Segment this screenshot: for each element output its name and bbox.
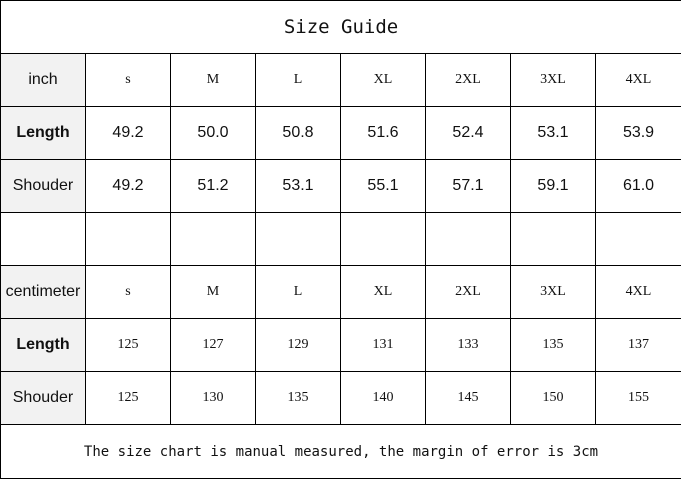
empty-cell: [594, 212, 681, 266]
length-value: 131: [340, 318, 426, 372]
shoulder-value: 145: [425, 371, 511, 425]
shoulder-value: 155: [594, 371, 681, 425]
empty-cell: [340, 212, 426, 266]
length-value: 137: [594, 318, 681, 372]
shoulder-value: 140: [340, 371, 426, 425]
size-cell: M: [170, 53, 256, 107]
shoulder-value: 125: [85, 371, 171, 425]
empty-cell: [510, 212, 596, 266]
size-cell: L: [255, 265, 341, 319]
row-label-shoulder: Shouder: [0, 159, 86, 213]
row-label-length: Length: [0, 106, 86, 160]
shoulder-value: 150: [510, 371, 596, 425]
shoulder-value: 61.0: [594, 159, 681, 213]
length-value: 125: [85, 318, 171, 372]
size-cell: 2XL: [425, 53, 511, 107]
size-cell: XL: [340, 265, 426, 319]
size-cell: 3XL: [510, 53, 596, 107]
length-value: 51.6: [340, 106, 426, 160]
size-cell: XL: [340, 53, 426, 107]
size-cell: s: [85, 53, 171, 107]
shoulder-value: 49.2: [85, 159, 171, 213]
size-cell: M: [170, 265, 256, 319]
size-cell: s: [85, 265, 171, 319]
empty-cell: [85, 212, 171, 266]
length-value: 50.0: [170, 106, 256, 160]
empty-cell: [170, 212, 256, 266]
row-label-shoulder: Shouder: [0, 371, 86, 425]
shoulder-value: 51.2: [170, 159, 256, 213]
length-value: 53.9: [594, 106, 681, 160]
shoulder-value: 130: [170, 371, 256, 425]
size-cell: 4XL: [594, 265, 681, 319]
size-cell: L: [255, 53, 341, 107]
length-value: 135: [510, 318, 596, 372]
empty-cell: [0, 212, 86, 266]
length-value: 49.2: [85, 106, 171, 160]
length-value: 127: [170, 318, 256, 372]
size-cell: 2XL: [425, 265, 511, 319]
length-value: 53.1: [510, 106, 596, 160]
row-label-length: Length: [0, 318, 86, 372]
shoulder-value: 53.1: [255, 159, 341, 213]
shoulder-value: 55.1: [340, 159, 426, 213]
empty-cell: [425, 212, 511, 266]
length-value: 50.8: [255, 106, 341, 160]
shoulder-value: 59.1: [510, 159, 596, 213]
size-cell: 3XL: [510, 265, 596, 319]
table-title: Size Guide: [0, 0, 681, 54]
unit-label-cm: centimeter: [0, 265, 86, 319]
empty-cell: [255, 212, 341, 266]
unit-label-inch: inch: [0, 53, 86, 107]
shoulder-value: 57.1: [425, 159, 511, 213]
length-value: 129: [255, 318, 341, 372]
footer-note: The size chart is manual measured, the m…: [0, 424, 681, 479]
size-cell: 4XL: [594, 53, 681, 107]
length-value: 133: [425, 318, 511, 372]
shoulder-value: 135: [255, 371, 341, 425]
length-value: 52.4: [425, 106, 511, 160]
